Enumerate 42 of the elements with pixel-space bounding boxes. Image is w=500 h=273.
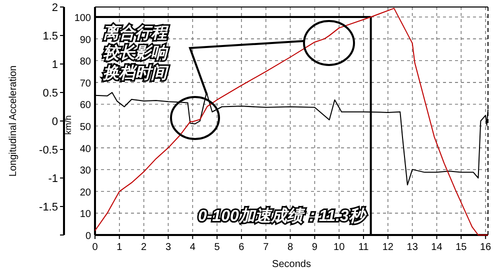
- y-tick-label: 2: [52, 2, 58, 14]
- x-tick-label: 6: [238, 242, 245, 253]
- x-tick-label: 1: [116, 242, 123, 253]
- x-tick-label: 13: [406, 242, 418, 253]
- y2-tick-label: 40: [80, 144, 92, 155]
- x-tick-label: 5: [214, 242, 220, 253]
- x-tick-label: 14: [431, 242, 443, 253]
- x-tick-label: 10: [334, 242, 346, 253]
- annotation: 离合行程较长影响换档时间: [102, 23, 169, 82]
- y2-tick-label: 100: [74, 13, 92, 24]
- y2-tick-label: 10: [80, 209, 92, 220]
- annotation: 0-100加速成绩：11.3秒: [198, 207, 367, 225]
- y2-tick-label: 20: [80, 187, 92, 198]
- y-tick-label: -0.5: [39, 144, 58, 156]
- y2-tick-label: 0: [85, 231, 92, 242]
- y-tick-label: 0.5: [42, 88, 58, 100]
- y2-tick-label: 50: [80, 122, 92, 134]
- x-tick-label: 8: [288, 242, 294, 253]
- y-tick-label: 1: [52, 59, 58, 71]
- x-tick-label: 11: [358, 242, 370, 253]
- y2-tick-label: 60: [80, 100, 92, 112]
- y2-tick-label: 70: [80, 78, 92, 90]
- y2-tick-label: 80: [80, 56, 92, 68]
- x-tick-label: 3: [165, 242, 172, 253]
- x-tick-label: 2: [141, 242, 148, 253]
- y-tick-label: -1: [48, 173, 58, 185]
- x-tick-label: 4: [190, 242, 196, 253]
- line-series: [94, 8, 488, 236]
- y2-tick-label: 90: [80, 34, 92, 46]
- x-axis-title: Seconds: [272, 259, 311, 270]
- y-axis-title: Longitudinal Acceleration: [8, 65, 19, 177]
- x-tick-label: 16: [480, 242, 492, 253]
- x-tick-label: 15: [456, 242, 468, 253]
- x-tick-label: 7: [263, 242, 270, 253]
- x-tick-label: 9: [312, 242, 318, 253]
- x-tick-label: 12: [382, 242, 394, 253]
- y-tick-label: 0: [52, 116, 58, 128]
- y-tick-label: -1.5: [39, 202, 58, 214]
- x-tick-label: 0: [92, 242, 98, 253]
- y2-axis-title: km/h: [63, 115, 73, 135]
- y-tick-label: 1.5: [42, 30, 58, 42]
- y2-tick-label: 30: [80, 166, 92, 177]
